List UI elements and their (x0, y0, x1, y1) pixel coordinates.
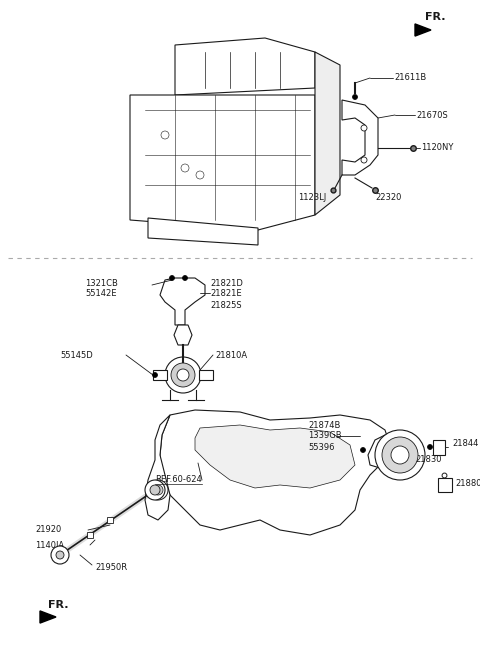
Text: 21920: 21920 (35, 525, 61, 534)
Text: 55145D: 55145D (60, 350, 93, 360)
Circle shape (375, 430, 425, 480)
Text: 21830: 21830 (415, 455, 442, 464)
Circle shape (165, 357, 201, 393)
Polygon shape (40, 611, 56, 623)
Circle shape (51, 546, 69, 564)
Bar (153, 370, 167, 380)
Polygon shape (148, 218, 258, 245)
Polygon shape (130, 95, 315, 230)
Text: 1120NY: 1120NY (421, 143, 454, 153)
Circle shape (382, 437, 418, 473)
Circle shape (145, 480, 165, 500)
Text: 21821D: 21821D (210, 280, 243, 288)
Circle shape (352, 94, 358, 100)
Text: 21874B: 21874B (308, 422, 340, 430)
Circle shape (169, 276, 175, 280)
Polygon shape (415, 24, 431, 36)
Circle shape (361, 157, 367, 163)
Text: 21825S: 21825S (210, 301, 241, 310)
Circle shape (428, 445, 432, 449)
Polygon shape (195, 425, 355, 488)
Text: 21611B: 21611B (394, 73, 426, 83)
Circle shape (196, 171, 204, 179)
Text: 21950R: 21950R (95, 563, 127, 572)
Bar (199, 370, 213, 380)
Circle shape (360, 447, 365, 453)
Text: 55142E: 55142E (85, 288, 117, 297)
Text: 22320: 22320 (375, 193, 401, 202)
Text: FR.: FR. (425, 12, 445, 22)
Polygon shape (433, 440, 445, 455)
Text: 1123LJ: 1123LJ (298, 193, 326, 202)
Circle shape (161, 131, 169, 139)
Text: 21810A: 21810A (215, 350, 247, 360)
Text: FR.: FR. (48, 600, 69, 610)
Polygon shape (315, 52, 340, 215)
Polygon shape (160, 278, 205, 325)
Circle shape (182, 276, 188, 280)
Circle shape (171, 363, 195, 387)
Polygon shape (368, 435, 390, 468)
Polygon shape (342, 100, 378, 175)
Polygon shape (145, 415, 170, 520)
Circle shape (153, 485, 163, 495)
Text: 21844: 21844 (452, 438, 479, 447)
Text: 21670S: 21670S (416, 111, 448, 119)
Text: 1140JA: 1140JA (35, 540, 64, 550)
Text: 21880E: 21880E (455, 479, 480, 487)
Circle shape (361, 125, 367, 131)
Circle shape (56, 551, 64, 559)
Circle shape (153, 373, 157, 377)
Circle shape (177, 369, 189, 381)
Polygon shape (175, 38, 315, 95)
Circle shape (148, 480, 168, 500)
Text: 55396: 55396 (308, 443, 335, 453)
Polygon shape (174, 325, 192, 345)
Text: REF.60-624: REF.60-624 (155, 476, 202, 485)
Circle shape (150, 485, 160, 495)
Text: 1321CB: 1321CB (85, 280, 118, 288)
Polygon shape (438, 478, 452, 492)
Text: 21821E: 21821E (210, 288, 241, 297)
Polygon shape (160, 410, 390, 535)
Circle shape (181, 164, 189, 172)
Text: 1339GB: 1339GB (308, 432, 342, 441)
Circle shape (391, 446, 409, 464)
